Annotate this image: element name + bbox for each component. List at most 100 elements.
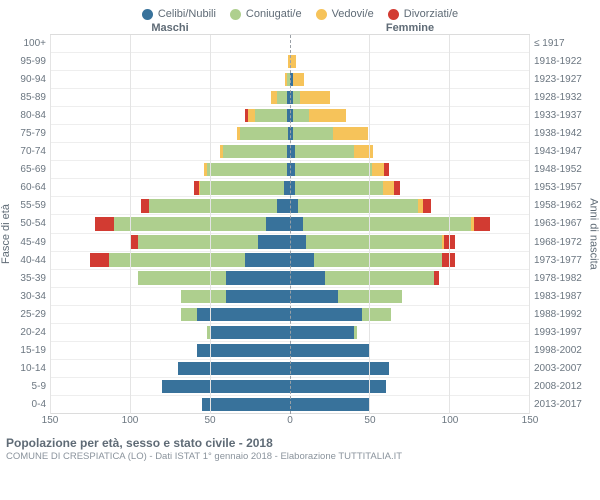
seg-s: [290, 380, 386, 393]
seg-m: [223, 145, 287, 158]
birth-tick: 1968-1972: [530, 233, 594, 251]
legend-swatch: [388, 9, 399, 20]
seg-m: [114, 217, 266, 230]
seg-m: [138, 235, 258, 248]
seg-s: [290, 253, 314, 266]
female-bar: [290, 127, 530, 140]
seg-s: [202, 398, 290, 411]
female-bar: [290, 308, 530, 321]
female-bar: [290, 217, 530, 230]
seg-s: [290, 308, 362, 321]
seg-d: [130, 235, 138, 248]
male-bar: [50, 271, 290, 284]
age-tick: 15-19: [6, 342, 50, 360]
seg-m: [149, 199, 277, 212]
age-tick: 0-4: [6, 396, 50, 414]
female-bar: [290, 181, 530, 194]
seg-m: [295, 181, 383, 194]
female-bar: [290, 163, 530, 176]
seg-m: [240, 127, 288, 140]
seg-s: [226, 271, 290, 284]
female-bar: [290, 344, 530, 357]
male-bar: [50, 308, 290, 321]
seg-m: [200, 181, 283, 194]
seg-w: [372, 163, 385, 176]
seg-d: [90, 253, 109, 266]
age-tick: 80-84: [6, 106, 50, 124]
male-bar: [50, 127, 290, 140]
population-pyramid-chart: Celibi/NubiliConiugati/eVedovi/eDivorzia…: [0, 0, 600, 500]
male-bar: [50, 199, 290, 212]
seg-w: [354, 145, 373, 158]
seg-d: [141, 199, 149, 212]
seg-w: [383, 181, 394, 194]
male-bar: [50, 253, 290, 266]
legend-item: Coniugati/e: [230, 8, 302, 20]
female-header: Femmine: [290, 22, 530, 34]
female-bar: [290, 55, 530, 68]
seg-m: [293, 109, 309, 122]
female-bar: [290, 362, 530, 375]
seg-m: [255, 109, 287, 122]
birth-tick: 1988-1992: [530, 305, 594, 323]
y-axis-age: 100+95-9990-9485-8980-8475-7970-7465-696…: [6, 34, 50, 414]
plot-area: Fasce di età 100+95-9990-9485-8980-8475-…: [6, 34, 594, 414]
birth-tick: 1943-1947: [530, 143, 594, 161]
y-axis-left-title: Fasce di età: [0, 204, 12, 264]
birth-tick: 1933-1937: [530, 106, 594, 124]
seg-s: [290, 235, 306, 248]
age-tick: 25-29: [6, 305, 50, 323]
seg-s: [266, 217, 290, 230]
seg-w: [300, 91, 330, 104]
male-bar: [50, 217, 290, 230]
seg-s: [290, 290, 338, 303]
birth-tick: 1938-1942: [530, 124, 594, 142]
legend: Celibi/NubiliConiugati/eVedovi/eDivorzia…: [6, 8, 594, 20]
x-tick: 50: [364, 415, 375, 426]
seg-w: [309, 109, 346, 122]
age-tick: 20-24: [6, 324, 50, 342]
birth-tick: 1928-1932: [530, 88, 594, 106]
seg-m: [109, 253, 245, 266]
seg-s: [290, 217, 303, 230]
seg-d: [474, 217, 490, 230]
seg-m: [314, 253, 442, 266]
seg-s: [290, 199, 298, 212]
seg-m: [295, 163, 372, 176]
legend-item: Divorziati/e: [388, 8, 458, 20]
birth-tick: ≤ 1917: [530, 34, 594, 52]
male-bar: [50, 163, 290, 176]
female-bar: [290, 145, 530, 158]
age-tick: 50-54: [6, 215, 50, 233]
legend-swatch: [142, 9, 153, 20]
female-bar: [290, 398, 530, 411]
seg-m: [295, 145, 354, 158]
age-tick: 5-9: [6, 378, 50, 396]
seg-m: [303, 217, 471, 230]
legend-label: Coniugati/e: [246, 8, 302, 20]
female-bar: [290, 91, 530, 104]
birth-tick: 1958-1962: [530, 197, 594, 215]
seg-m: [293, 127, 333, 140]
birth-tick: 1923-1927: [530, 70, 594, 88]
age-tick: 30-34: [6, 287, 50, 305]
y-axis-birth: ≤ 19171918-19221923-19271928-19321933-19…: [530, 34, 594, 414]
seg-s: [277, 199, 290, 212]
male-bar: [50, 326, 290, 339]
age-tick: 40-44: [6, 251, 50, 269]
seg-s: [197, 344, 290, 357]
seg-s: [210, 326, 290, 339]
age-tick: 100+: [6, 34, 50, 52]
male-bar: [50, 290, 290, 303]
male-bar: [50, 109, 290, 122]
age-tick: 65-69: [6, 161, 50, 179]
column-headers: Maschi Femmine: [6, 22, 594, 34]
birth-tick: 1973-1977: [530, 251, 594, 269]
seg-s: [290, 271, 325, 284]
birth-tick: 1948-1952: [530, 161, 594, 179]
age-tick: 55-59: [6, 197, 50, 215]
x-tick: 100: [122, 415, 139, 426]
legend-swatch: [230, 9, 241, 20]
birth-tick: 1978-1982: [530, 269, 594, 287]
seg-d: [394, 181, 400, 194]
